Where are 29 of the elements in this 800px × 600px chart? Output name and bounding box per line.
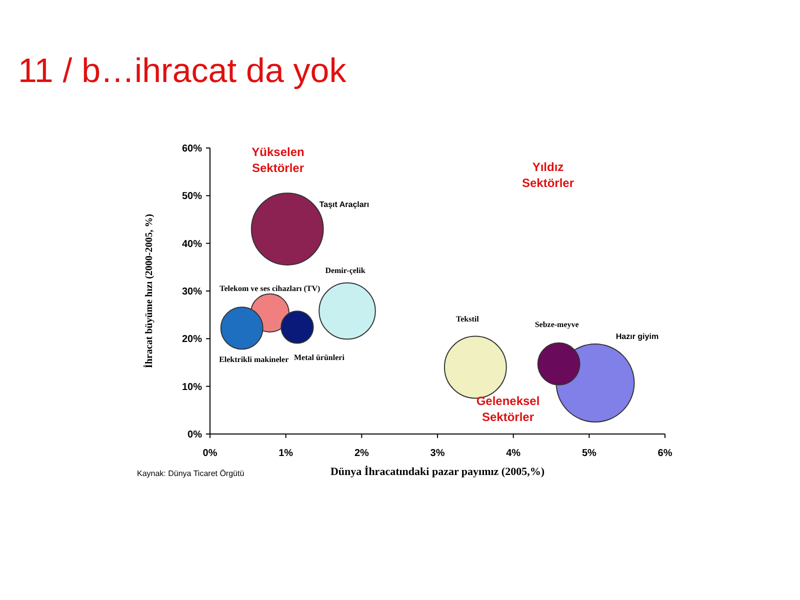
- y-tick-label: 20%: [182, 334, 202, 346]
- y-tick-label: 60%: [182, 144, 202, 154]
- y-tick-label: 10%: [182, 382, 202, 393]
- x-tick-label: 6%: [658, 448, 672, 459]
- chart-title: 11 / b…ihracat da yok: [18, 52, 348, 90]
- annotation: Geleneksel Sektörler: [476, 394, 540, 424]
- x-tick-label: 4%: [506, 448, 521, 459]
- series-label: Metal ürünleri: [294, 353, 346, 362]
- x-tick-label: 1%: [278, 448, 294, 459]
- annotation: Yükselen Sektörler: [252, 145, 304, 175]
- x-axis-title: Dünya İhracatındaki pazar payımız (2005,%): [330, 465, 545, 478]
- x-tick-label: 3%: [430, 448, 445, 459]
- y-tick-label: 40%: [182, 238, 202, 250]
- x-tick-label: 5%: [582, 448, 596, 459]
- x-tick-label: 0%: [202, 448, 218, 459]
- y-tick-label: 0%: [188, 430, 202, 440]
- text: Kaynak: Dünya Ticaret Örgütü: [137, 469, 244, 478]
- annotation: Yıldız Sektörler: [522, 160, 574, 190]
- y-tick-label: 50%: [182, 191, 202, 202]
- series-label: Telekom ve ses cihazları (TV): [220, 284, 321, 293]
- series-label: Elektrikli makineler: [219, 355, 290, 364]
- series-label: Taşıt Araçları: [319, 200, 370, 210]
- y-axis-title: İhracat büyüme hızı (2000-2005, %): [143, 214, 155, 368]
- y-tick-label: 30%: [182, 286, 202, 298]
- series-label: Tekstil: [456, 314, 480, 324]
- x-tick-label: 2%: [354, 448, 369, 459]
- series-label: Demir-çelik: [325, 266, 366, 276]
- text: Sebze-meyve: [534, 320, 580, 329]
- series-label: Hazır giyim: [616, 332, 659, 341]
